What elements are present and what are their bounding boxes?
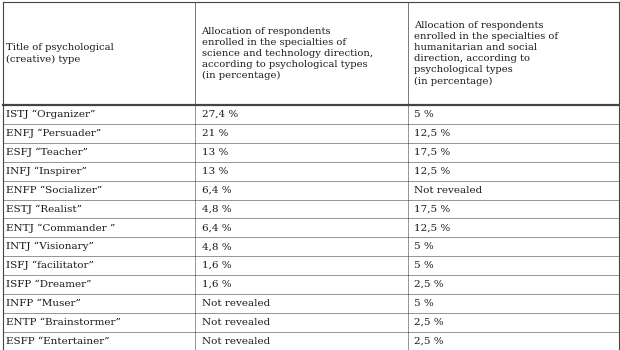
Text: 5 %: 5 % (414, 242, 434, 251)
Text: 13 %: 13 % (202, 167, 228, 176)
Text: Not revealed: Not revealed (202, 318, 270, 327)
Text: Not revealed: Not revealed (414, 186, 482, 195)
Text: INFJ “Inspirer”: INFJ “Inspirer” (6, 167, 87, 176)
Text: 17,5 %: 17,5 % (414, 204, 450, 214)
Text: 13 %: 13 % (202, 148, 228, 157)
Text: 27,4 %: 27,4 % (202, 110, 237, 119)
Text: 6,4 %: 6,4 % (202, 223, 231, 232)
Text: ESFJ “Teacher”: ESFJ “Teacher” (6, 148, 88, 157)
Text: Not revealed: Not revealed (202, 337, 270, 346)
Text: Allocation of respondents
enrolled in the specialties of
science and technology : Allocation of respondents enrolled in th… (202, 27, 373, 80)
Text: ESTJ “Realist”: ESTJ “Realist” (6, 204, 82, 214)
Text: 12,5 %: 12,5 % (414, 167, 450, 176)
Text: INFP “Muser”: INFP “Muser” (6, 299, 81, 308)
Text: 5 %: 5 % (414, 110, 434, 119)
Text: 12,5 %: 12,5 % (414, 129, 450, 138)
Text: ENTP “Brainstormer”: ENTP “Brainstormer” (6, 318, 121, 327)
Text: ENFJ “Persuader”: ENFJ “Persuader” (6, 129, 102, 138)
Text: ENFP “Socializer”: ENFP “Socializer” (6, 186, 102, 195)
Text: ISTJ “Organizer”: ISTJ “Organizer” (6, 110, 95, 119)
Text: 2,5 %: 2,5 % (414, 280, 444, 289)
Text: ESFP “Entertainer”: ESFP “Entertainer” (6, 337, 110, 346)
Text: 4,8 %: 4,8 % (202, 242, 231, 251)
Text: 6,4 %: 6,4 % (202, 186, 231, 195)
Text: 12,5 %: 12,5 % (414, 223, 450, 232)
Text: ISFP “Dreamer”: ISFP “Dreamer” (6, 280, 92, 289)
Text: ENTJ “Commander ”: ENTJ “Commander ” (6, 223, 115, 232)
Text: INTJ “Visionary”: INTJ “Visionary” (6, 242, 94, 251)
Text: 1,6 %: 1,6 % (202, 280, 231, 289)
Text: 4,8 %: 4,8 % (202, 204, 231, 214)
Text: 21 %: 21 % (202, 129, 228, 138)
Text: Title of psychological
(creative) type: Title of psychological (creative) type (6, 43, 114, 63)
Text: ISFJ “facilitator”: ISFJ “facilitator” (6, 261, 94, 270)
Text: 1,6 %: 1,6 % (202, 261, 231, 270)
Text: Not revealed: Not revealed (202, 299, 270, 308)
Text: 17,5 %: 17,5 % (414, 148, 450, 157)
Text: 5 %: 5 % (414, 299, 434, 308)
Text: Allocation of respondents
enrolled in the specialties of
humanitarian and social: Allocation of respondents enrolled in th… (414, 21, 558, 86)
Text: 5 %: 5 % (414, 261, 434, 270)
Text: 2,5 %: 2,5 % (414, 318, 444, 327)
Text: 2,5 %: 2,5 % (414, 337, 444, 346)
